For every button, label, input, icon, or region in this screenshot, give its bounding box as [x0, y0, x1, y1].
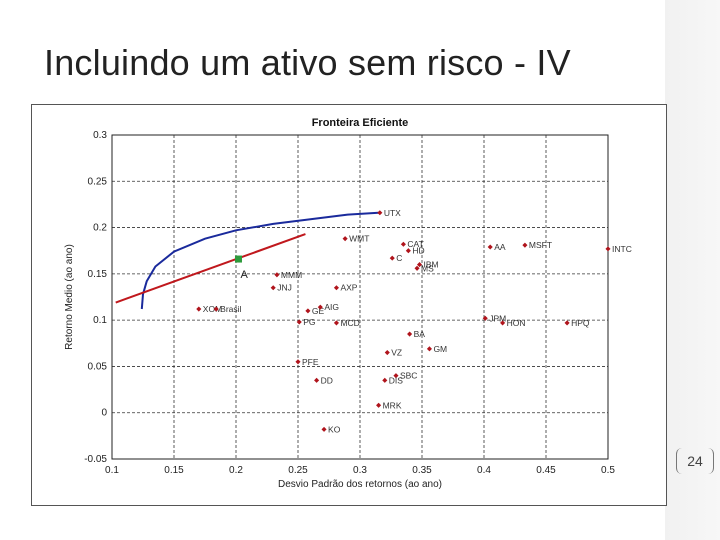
chart-frame: Fronteira Eficiente 0.1 0.15 0.2 0.25 0.3 0.35… — [31, 104, 667, 506]
asset-point — [317, 304, 323, 310]
x-tick-label: 0.15 — [164, 465, 184, 476]
x-tick-label: 0.3 — [353, 465, 367, 476]
page-number: 24 — [676, 448, 714, 474]
x-tick-label: 0.25 — [288, 465, 308, 476]
y-tick-label: 0.3 — [93, 130, 107, 141]
asset-point — [270, 285, 276, 291]
y-tick-label: 0.2 — [93, 223, 107, 234]
asset-point — [400, 241, 406, 247]
asset-point — [305, 308, 311, 314]
asset-label: UTX — [384, 208, 401, 218]
asset-label: AA — [494, 242, 506, 252]
x-axis-label: Desvio Padrão dos retornos (ao ano) — [278, 479, 442, 490]
asset-label: BA — [414, 329, 426, 339]
asset-label: MS — [421, 263, 434, 273]
y-tick-label: 0.05 — [88, 361, 108, 372]
x-tick-label: 0.4 — [477, 465, 491, 476]
asset-label: HD — [412, 246, 424, 256]
asset-point — [376, 402, 382, 408]
asset-point — [321, 426, 327, 432]
asset-label: AIG — [324, 302, 339, 312]
asset-point — [393, 373, 399, 379]
y-tick-label: 0.15 — [88, 269, 108, 280]
efficient-frontier-chart: Fronteira Eficiente 0.1 0.15 0.2 0.25 0.3 0.35… — [64, 117, 632, 490]
asset-label: SBC — [400, 371, 417, 381]
plot-area-border — [111, 134, 609, 460]
y-tick-label: 0.1 — [93, 315, 107, 326]
asset-label: INTC — [612, 244, 632, 254]
asset-label: AXP — [340, 283, 357, 293]
y-tick-label: 0.25 — [88, 176, 108, 187]
asset-label: HPQ — [571, 318, 590, 328]
y-tick-label: 0 — [101, 408, 107, 419]
asset-label: IBM — [424, 260, 439, 270]
x-tick-label: 0.2 — [229, 465, 243, 476]
asset-point — [196, 306, 202, 312]
asset-label: GE — [312, 306, 325, 316]
asset-label: PG — [303, 317, 315, 327]
asset-point — [564, 320, 570, 326]
asset-point — [333, 285, 339, 291]
asset-point — [389, 255, 395, 261]
asset-point — [522, 242, 528, 248]
asset-point — [414, 265, 420, 271]
asset-point — [295, 359, 301, 365]
asset-label: MSFT — [529, 240, 552, 250]
asset-point — [333, 320, 339, 326]
asset-label: JPM — [489, 313, 506, 323]
asset-label: MMM — [281, 270, 302, 280]
asset-point — [377, 210, 383, 216]
asset-label: HON — [507, 318, 526, 328]
asset-label: XOM — [203, 304, 222, 314]
asset-point — [605, 246, 611, 252]
x-tick-label: 0.1 — [105, 465, 119, 476]
asset-point — [274, 272, 280, 278]
asset-point — [213, 306, 219, 312]
capital-market-line — [115, 233, 306, 304]
slide-bottom-area — [0, 508, 665, 540]
tangency-point-marker — [234, 255, 242, 263]
asset-label: MCD — [340, 318, 359, 328]
asset-point — [384, 349, 390, 356]
tangency-point-label: A — [240, 269, 248, 281]
x-tick-label: 0.45 — [536, 465, 556, 476]
asset-label: JNJ — [277, 283, 292, 293]
x-tick-label: 0.35 — [412, 465, 432, 476]
chart-title: Fronteira Eficiente — [312, 117, 409, 129]
asset-label: C — [396, 253, 402, 263]
asset-label: DD — [321, 375, 333, 385]
asset-point — [382, 377, 388, 383]
asset-label: CAT — [407, 239, 423, 249]
asset-point — [314, 377, 320, 383]
asset-label: KO — [328, 424, 341, 434]
asset-label: Brasil — [220, 304, 241, 314]
asset-label: MRK — [383, 400, 402, 410]
slide-title: Incluindo um ativo sem risco - IV — [44, 42, 571, 83]
asset-point — [487, 244, 493, 250]
x-tick-label: 0.5 — [601, 465, 615, 476]
asset-point — [407, 331, 413, 337]
asset-label: PFE — [302, 357, 319, 367]
y-tick-label: -0.05 — [84, 454, 107, 465]
asset-point — [426, 346, 432, 352]
y-axis-label: Retorno Medio (ao ano) — [64, 244, 75, 350]
asset-label: WMT — [349, 234, 369, 244]
asset-label: VZ — [391, 348, 402, 358]
asset-label: DIS — [389, 375, 404, 385]
asset-label: GM — [433, 344, 447, 354]
asset-point — [342, 236, 348, 242]
efficient-frontier-line — [140, 211, 379, 310]
